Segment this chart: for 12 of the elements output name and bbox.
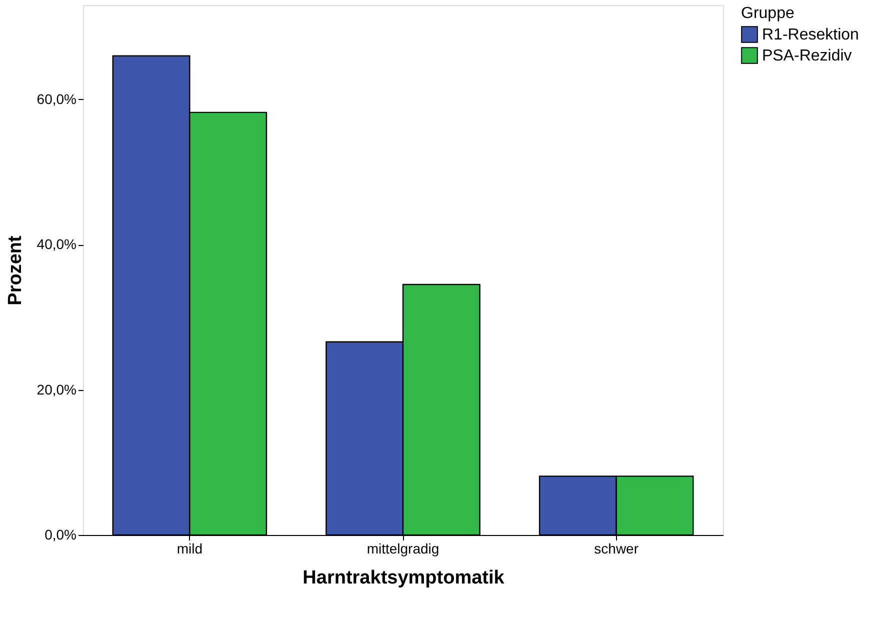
legend-label: PSA-Rezidiv — [762, 48, 852, 64]
legend-title: Gruppe — [741, 5, 794, 22]
x-tick-label: schwer — [594, 540, 639, 556]
y-axis-title: Prozent — [4, 235, 26, 306]
y-tick-label: 40,0% — [36, 236, 76, 252]
y-tick-label: 0,0% — [44, 526, 76, 542]
y-tick-label: 20,0% — [36, 381, 76, 398]
x-tick-label: mild — [176, 540, 203, 556]
legend-label: R1-Resektion — [762, 26, 859, 44]
y-tick-label: 60,0% — [36, 90, 76, 107]
x-axis-title: Harntraktsymptomatik — [302, 568, 505, 588]
x-tick-label: mittelgradig — [366, 540, 440, 556]
